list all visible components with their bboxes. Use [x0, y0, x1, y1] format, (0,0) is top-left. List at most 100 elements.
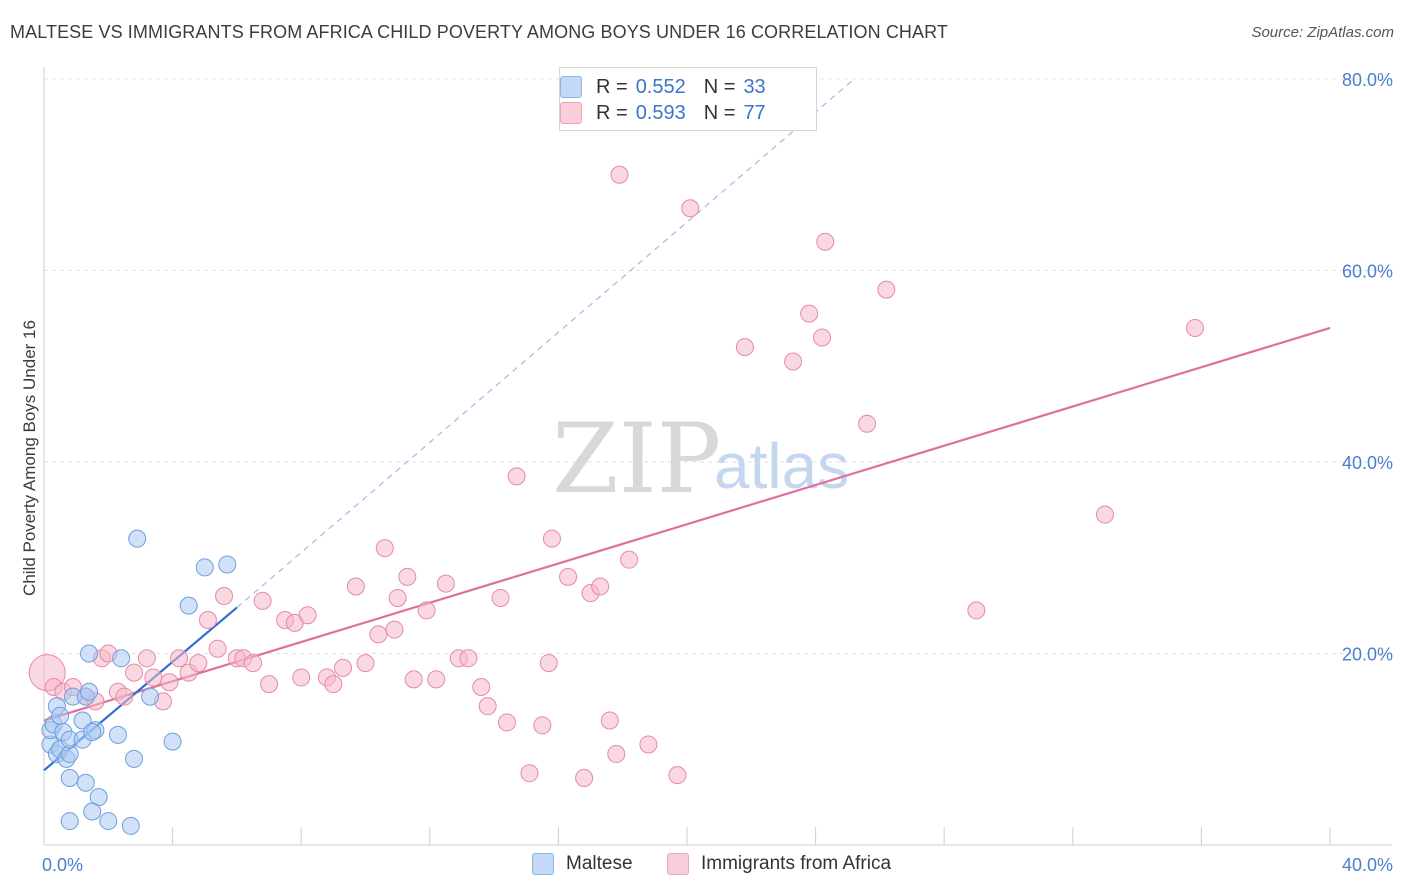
africa-point	[298, 606, 317, 625]
africa-point	[346, 577, 365, 596]
africa-point	[253, 591, 272, 610]
maltese-point	[83, 802, 102, 821]
legend-r-value: 0.552	[635, 75, 686, 98]
y-tick-label: 20.0%	[1342, 645, 1393, 665]
maltese-point	[99, 812, 118, 831]
africa-point	[520, 764, 539, 783]
africa-point	[427, 670, 446, 689]
source-label: Source: ZipAtlas.com	[1251, 24, 1394, 41]
maltese-point	[76, 773, 95, 792]
africa-point	[877, 280, 896, 299]
africa-point	[115, 687, 134, 706]
africa-point	[459, 649, 478, 668]
africa-legend-label: Immigrants from Africa	[701, 853, 892, 874]
africa-point	[388, 588, 407, 607]
maltese-point	[179, 596, 198, 615]
data-points	[28, 165, 1204, 835]
africa-point	[398, 567, 417, 586]
maltese-point	[163, 732, 182, 751]
africa-point	[385, 620, 404, 639]
africa-point	[681, 199, 700, 218]
tick-labels: 20.0% 40.0% 60.0% 80.0% 0.0% 40.0%	[42, 70, 1393, 875]
africa-point	[784, 352, 803, 371]
africa-point	[243, 654, 262, 673]
africa-point	[260, 675, 279, 694]
maltese-point	[51, 706, 70, 725]
bottom-legend-maltese: Maltese	[532, 851, 633, 877]
y-tick-label: 40.0%	[1342, 453, 1393, 473]
africa-point	[208, 639, 227, 658]
maltese-point	[195, 558, 214, 577]
maltese-legend-swatch	[532, 853, 554, 875]
africa-trendline	[43, 326, 1331, 722]
africa-point	[591, 577, 610, 596]
africa-point	[575, 768, 594, 787]
africa-point	[292, 668, 311, 687]
africa-point	[542, 529, 561, 548]
africa-point	[497, 713, 516, 732]
africa-point	[607, 745, 626, 764]
africa-point	[369, 625, 388, 644]
africa-point	[1095, 505, 1114, 524]
maltese-point	[121, 816, 140, 835]
maltese-point	[60, 768, 79, 787]
legend-row-maltese: R = 0.552 N = 33	[560, 74, 766, 100]
africa-point	[375, 539, 394, 558]
legend-n-value: 33	[743, 75, 766, 98]
x-tick-label: 40.0%	[1342, 855, 1393, 875]
legend-n-value: 77	[743, 101, 766, 124]
watermark: ZIP atlas	[552, 403, 849, 515]
africa-point	[160, 673, 179, 692]
africa-point	[137, 649, 156, 668]
africa-point	[170, 649, 189, 668]
africa-point	[967, 601, 986, 620]
africa-point	[491, 588, 510, 607]
maltese-point	[218, 555, 237, 574]
watermark-atlas: atlas	[714, 430, 849, 502]
y-axis-label: Child Poverty Among Boys Under 16	[20, 320, 39, 596]
africa-point	[620, 550, 639, 569]
maltese-point	[128, 529, 147, 548]
maltese-point	[73, 711, 92, 730]
maltese-point	[80, 682, 99, 701]
africa-point	[639, 735, 658, 754]
maltese-point	[108, 725, 127, 744]
watermark-zip: ZIP	[552, 403, 721, 515]
maltese-trend-extension	[236, 78, 855, 608]
africa-point	[189, 654, 208, 673]
maltese-swatch	[560, 76, 582, 98]
legend-n-label: N =	[703, 101, 736, 124]
africa-point	[356, 654, 375, 673]
africa-point	[816, 232, 835, 251]
y-tick-label: 60.0%	[1342, 262, 1393, 282]
africa-point	[436, 574, 455, 593]
legend-r-label: R =	[596, 101, 628, 124]
correlation-legend: R = 0.552 N = 33 R = 0.593 N = 77	[559, 67, 817, 131]
bottom-legend-africa: Immigrants from Africa	[667, 851, 891, 877]
africa-legend-swatch	[667, 853, 689, 875]
maltese-point	[60, 812, 79, 831]
africa-point	[735, 338, 754, 357]
africa-point	[507, 467, 526, 486]
legend-row-africa: R = 0.593 N = 77	[560, 100, 766, 126]
maltese-point	[112, 649, 131, 668]
maltese-point	[125, 749, 144, 768]
africa-point	[610, 165, 629, 184]
maltese-point	[141, 687, 160, 706]
africa-point	[533, 716, 552, 735]
x-tick-label: 0.0%	[42, 855, 83, 875]
africa-point	[324, 675, 343, 694]
legend-r-label: R =	[596, 75, 628, 98]
africa-point	[800, 304, 819, 323]
africa-point	[472, 678, 491, 697]
maltese-legend-label: Maltese	[566, 853, 633, 874]
africa-point	[539, 654, 558, 673]
africa-point	[813, 328, 832, 347]
africa-point	[858, 414, 877, 433]
grid-lines	[44, 78, 1392, 654]
africa-point	[144, 668, 163, 687]
africa-point	[198, 610, 217, 629]
legend-r-value: 0.593	[635, 101, 686, 124]
africa-point	[600, 711, 619, 730]
chart-title: MALTESE VS IMMIGRANTS FROM AFRICA CHILD …	[10, 22, 948, 42]
